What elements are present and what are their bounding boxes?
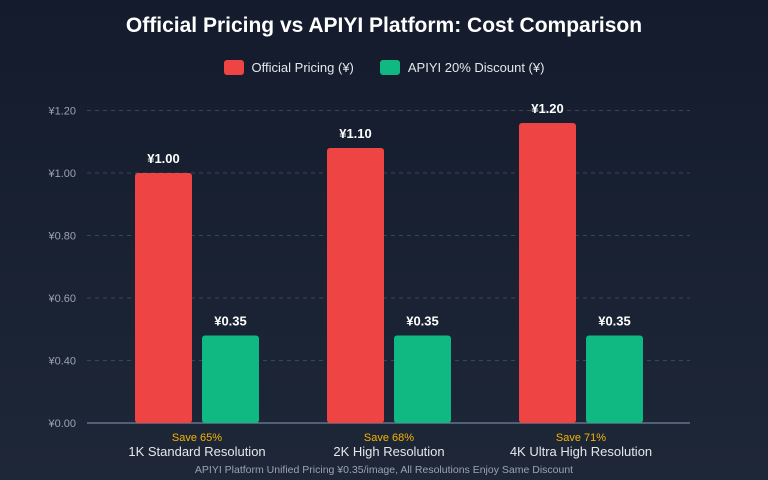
legend-label-apiyi: APIYI 20% Discount (¥) — [407, 60, 545, 75]
x-tick-label: 4K Ultra High Resolution — [510, 444, 652, 459]
data-label: ¥1.10 — [339, 126, 372, 141]
savings-label: Save 68% — [364, 432, 414, 444]
x-tick-label: 2K High Resolution — [333, 444, 444, 459]
bar-official — [135, 173, 192, 423]
savings-label: Save 65% — [172, 432, 222, 444]
bar-official — [519, 123, 576, 423]
legend-item-official: Official Pricing (¥) — [223, 60, 354, 75]
y-tick-label: ¥0.80 — [47, 231, 76, 243]
legend-swatch-apiyi — [379, 60, 400, 75]
legend-swatch-official — [223, 60, 244, 75]
data-label: ¥0.35 — [214, 314, 247, 329]
y-tick-label: ¥1.20 — [47, 106, 76, 118]
legend-label-official: Official Pricing (¥) — [251, 60, 354, 75]
footnote: APIYI Platform Unified Pricing ¥0.35/ima… — [194, 464, 574, 476]
y-tick-label: ¥0.40 — [47, 356, 76, 368]
bar-official — [327, 148, 384, 423]
chart-title: Official Pricing vs APIYI Platform: Cost… — [125, 14, 643, 37]
bar-apiyi — [394, 335, 451, 423]
legend: Official Pricing (¥) APIYI 20% Discount … — [0, 60, 768, 75]
y-tick-label: ¥0.00 — [47, 418, 76, 430]
savings-label: Save 71% — [556, 432, 606, 444]
bar-apiyi — [202, 335, 259, 423]
legend-item-apiyi: APIYI 20% Discount (¥) — [379, 60, 545, 75]
data-label: ¥1.20 — [531, 101, 564, 116]
x-tick-label: 1K Standard Resolution — [128, 444, 265, 459]
data-label: ¥1.00 — [147, 151, 180, 166]
y-tick-label: ¥1.00 — [47, 168, 76, 180]
y-tick-label: ¥0.60 — [47, 293, 76, 305]
bar-apiyi — [586, 335, 643, 423]
data-label: ¥0.35 — [406, 314, 439, 329]
data-label: ¥0.35 — [598, 314, 631, 329]
